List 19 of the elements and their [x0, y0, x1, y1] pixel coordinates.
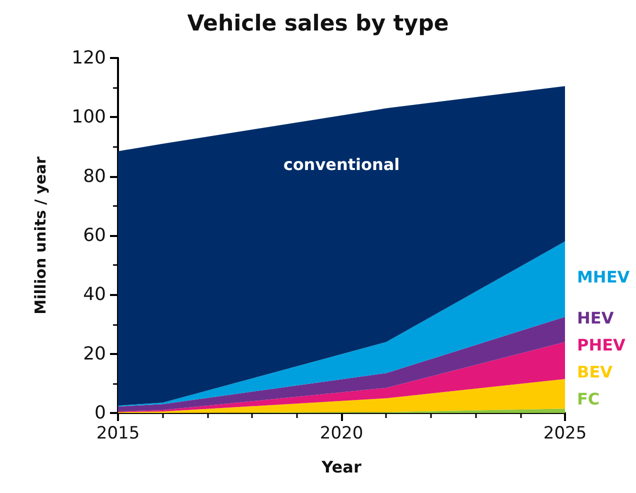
y-tick-label: 120: [72, 48, 106, 68]
y-tick-label: 80: [83, 166, 106, 187]
x-tick-label: 2020: [320, 424, 364, 444]
series-label: HEV: [577, 308, 614, 328]
y-tick-label: 60: [83, 225, 106, 246]
x-axis-title: Year: [320, 458, 362, 476]
y-tick-label: 100: [72, 106, 106, 128]
x-tick-label: 2015: [96, 424, 140, 444]
series-label: FC: [577, 390, 600, 408]
series-label: conventional: [283, 154, 400, 174]
series-label: BEV: [577, 362, 614, 382]
y-tick-label: 40: [83, 284, 106, 306]
x-tick-label: 2025: [543, 424, 587, 444]
y-tick-label: 20: [83, 343, 106, 364]
y-axis-title: Million units / year: [32, 156, 50, 314]
series-label: PHEV: [577, 336, 626, 354]
chart-title: Vehicle sales by type: [187, 12, 449, 36]
y-tick-label: 0: [94, 402, 106, 424]
series-label: MHEV: [577, 268, 630, 287]
